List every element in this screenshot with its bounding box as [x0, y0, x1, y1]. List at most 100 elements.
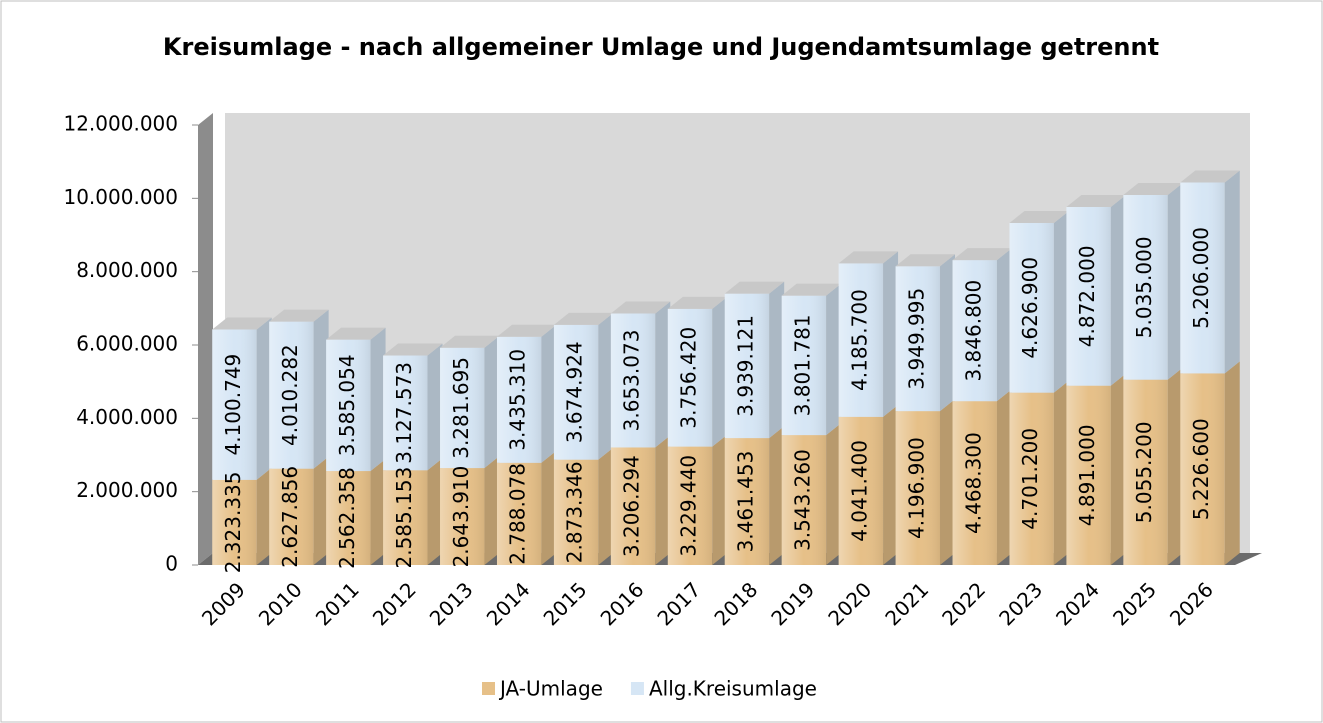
legend-swatch — [482, 682, 495, 695]
bar-highlight — [553, 459, 599, 565]
bar-side — [313, 309, 329, 469]
value-label: 4.100.749 — [221, 354, 245, 456]
bar-highlight — [212, 329, 257, 480]
bar-top — [724, 281, 785, 294]
bar-side — [427, 458, 443, 565]
bar-top — [838, 251, 899, 264]
bar-highlight — [1180, 373, 1225, 565]
value-label: 4.468.300 — [961, 432, 985, 534]
value-label: 5.055.200 — [1132, 421, 1156, 523]
bar-side — [826, 423, 842, 565]
bar-highlight — [781, 435, 827, 565]
bar-top — [610, 301, 671, 314]
y-tick-label: 10.000.000 — [63, 185, 178, 209]
bar-side — [1053, 380, 1069, 565]
bar-highlight — [496, 336, 542, 463]
y-tick-label: 6.000.000 — [76, 332, 178, 356]
bar-top — [952, 248, 1012, 261]
bar-side — [484, 456, 500, 565]
bar-highlight — [383, 355, 428, 471]
bar-top — [496, 324, 557, 337]
value-label: 3.543.260 — [790, 449, 814, 551]
y-tick-label: 4.000.000 — [76, 405, 178, 429]
legend-swatch — [630, 682, 644, 695]
bar-highlight — [1180, 182, 1225, 374]
value-label: 2.873.346 — [563, 461, 587, 563]
bar-top — [781, 283, 842, 296]
bar-highlight — [838, 263, 884, 417]
value-label: 3.461.453 — [733, 451, 757, 553]
bar-side — [655, 301, 671, 448]
value-label: 3.585.054 — [335, 354, 359, 456]
value-label: 3.674.924 — [563, 341, 587, 443]
value-label: 5.035.000 — [1132, 236, 1156, 338]
value-label: 4.626.900 — [1018, 257, 1042, 359]
bar-side — [655, 435, 671, 565]
value-label: 5.206.000 — [1189, 227, 1213, 329]
value-label: 3.229.440 — [677, 455, 701, 557]
bar-top — [440, 335, 500, 348]
bar-side — [541, 450, 557, 565]
value-label: 2.562.358 — [335, 467, 359, 569]
bar-highlight — [952, 401, 997, 565]
value-label: 4.196.900 — [904, 437, 928, 539]
value-label: 4.872.000 — [1075, 245, 1099, 347]
bar-side — [769, 426, 785, 565]
chart-title: Kreisumlage - nach allgemeiner Umlage un… — [163, 33, 1159, 61]
bar-side — [940, 399, 956, 565]
bar-highlight — [781, 295, 827, 436]
bar-side — [1110, 373, 1126, 565]
bar-highlight — [952, 260, 997, 402]
legend-label: JA-Umlage — [498, 677, 603, 701]
bar-side — [256, 467, 272, 565]
value-label: 2.585.153 — [392, 467, 416, 569]
value-label: 3.756.420 — [677, 327, 701, 429]
bar-side — [1224, 170, 1240, 374]
legend-label: Allg.Kreisumlage — [649, 677, 817, 701]
bar-highlight — [895, 411, 941, 565]
bar-side — [826, 283, 842, 436]
bar-side — [712, 434, 728, 565]
bar-highlight — [269, 468, 314, 565]
value-label: 2.788.078 — [506, 463, 530, 565]
bar-top — [326, 327, 386, 340]
bar-highlight — [1066, 207, 1111, 386]
bar-top — [269, 309, 329, 322]
bar-highlight — [326, 339, 371, 472]
bar-top — [212, 317, 272, 330]
bar-side — [883, 251, 899, 417]
value-label: 2.643.910 — [449, 466, 473, 568]
value-label: 5.226.600 — [1189, 418, 1213, 520]
value-label: 3.846.800 — [961, 280, 985, 382]
bar-highlight — [383, 470, 428, 565]
y-tick-label: 8.000.000 — [76, 258, 178, 282]
value-label: 3.653.073 — [620, 330, 644, 432]
value-label: 3.801.781 — [790, 314, 814, 416]
bar-top — [1009, 210, 1069, 223]
bar-side — [484, 335, 500, 469]
bar-side — [256, 317, 272, 480]
value-label: 3.949.995 — [904, 288, 928, 390]
value-label: 4.185.700 — [847, 289, 871, 391]
bar-highlight — [1066, 385, 1111, 565]
bar-side — [883, 404, 899, 565]
bar-top — [1123, 183, 1183, 196]
bar-highlight — [610, 447, 656, 565]
value-label: 3.206.294 — [620, 455, 644, 557]
value-label: 4.891.000 — [1075, 424, 1099, 526]
value-label: 2.323.335 — [221, 472, 245, 574]
bar-top — [667, 296, 728, 309]
bar-highlight — [212, 479, 257, 565]
value-label: 3.127.573 — [392, 362, 416, 464]
bar-side — [996, 389, 1012, 565]
bar-side — [598, 447, 614, 565]
bar-highlight — [1123, 195, 1168, 380]
y-tick-label: 2.000.000 — [76, 478, 178, 502]
bar-side — [940, 254, 956, 412]
bar-side — [712, 296, 728, 447]
y-tick-label: 12.000.000 — [63, 112, 178, 136]
bar-highlight — [1123, 379, 1168, 565]
bar-highlight — [610, 313, 656, 448]
bar-highlight — [724, 438, 770, 565]
